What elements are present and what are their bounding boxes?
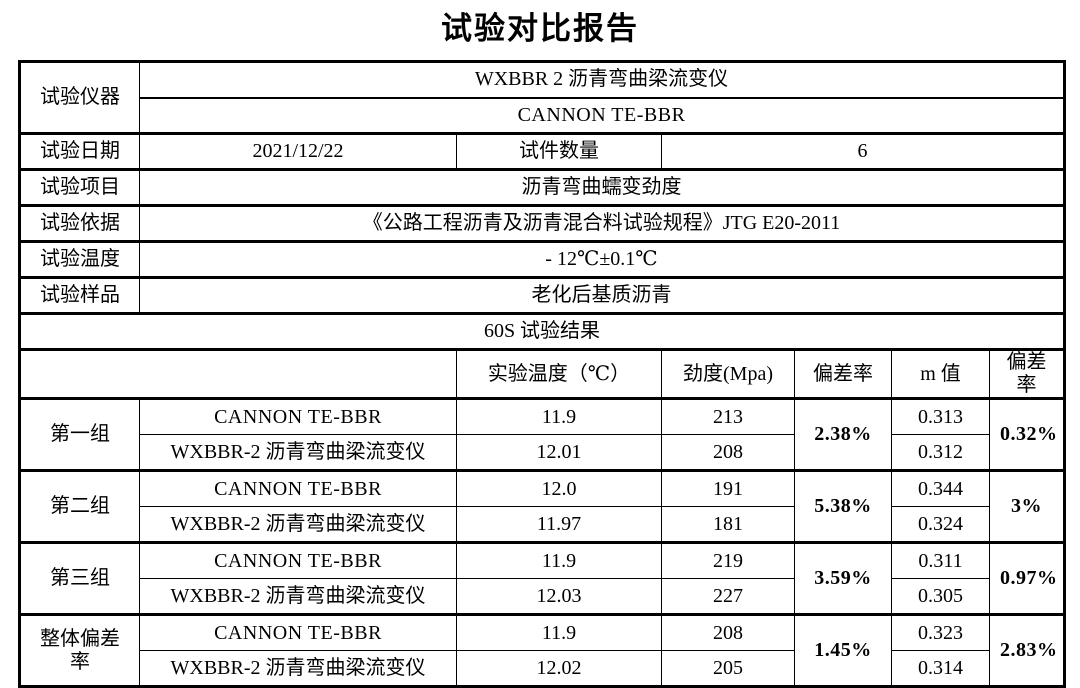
group3-row2: WXBBR-2 沥青弯曲梁流变仪 12.03 227 0.305 — [20, 578, 1065, 615]
group1-stiffness1-cell: 213 — [661, 397, 795, 435]
group2-row1: 第二组 CANNON TE-BBR 12.0 191 5.38% 0.344 3… — [19, 469, 1065, 543]
group2-stiffness2-cell: 181 — [661, 506, 795, 543]
row-section-title: 60S 试验结果 — [19, 312, 1065, 350]
results-section-title: 60S 试验结果 — [19, 312, 1065, 350]
temperature-label-cell: 试验温度 — [19, 240, 140, 278]
row-instrument-1: 试验仪器 WXBBR 2 沥青弯曲梁流变仪 — [19, 60, 1065, 134]
group2-instrument1-cell: CANNON TE-BBR — [139, 469, 457, 507]
group2-m-deviation-cell: 3% — [989, 469, 1065, 543]
group1-row2: WXBBR-2 沥青弯曲梁流变仪 12.01 208 0.312 — [20, 434, 1065, 471]
report-table: 试验仪器 WXBBR 2 沥青弯曲梁流变仪 CANNON TE-BBR 试验日期… — [18, 60, 1066, 688]
row-instrument-2: CANNON TE-BBR — [20, 96, 1065, 134]
group2-row2: WXBBR-2 沥青弯曲梁流变仪 11.97 181 0.324 — [20, 506, 1065, 543]
group1-name-cell: 第一组 — [19, 397, 140, 471]
group3-stiffness2-cell: 227 — [661, 578, 795, 615]
group3-m-deviation-cell: 0.97% — [989, 541, 1065, 615]
group2-m2-cell: 0.324 — [891, 506, 990, 543]
group3-m1-cell: 0.311 — [891, 541, 990, 579]
temperature-value-cell: - 12℃±0.1℃ — [139, 240, 1065, 278]
group1-row1: 第一组 CANNON TE-BBR 11.9 213 2.38% 0.313 0… — [19, 397, 1065, 471]
group2-temp1-cell: 12.0 — [456, 469, 662, 507]
group3-stiffness1-cell: 219 — [661, 541, 795, 579]
instrument-1-cell: WXBBR 2 沥青弯曲梁流变仪 — [139, 60, 1065, 98]
header-empty-cell — [19, 348, 457, 399]
row-sample: 试验样品 老化后基质沥青 — [19, 276, 1065, 314]
group2-temp2-cell: 11.97 — [456, 506, 662, 543]
instrument-label-cell: 试验仪器 — [19, 60, 140, 134]
group1-m-deviation-cell: 0.32% — [989, 397, 1065, 471]
header-stiffness-cell: 劲度(Mpa) — [661, 348, 795, 399]
row-results-header: 实验温度（℃） 劲度(Mpa) 偏差率 m 值 偏差率 — [19, 348, 1065, 399]
group3-instrument2-cell: WXBBR-2 沥青弯曲梁流变仪 — [139, 578, 457, 615]
group2-m1-cell: 0.344 — [891, 469, 990, 507]
group-overall-instrument1-cell: CANNON TE-BBR — [139, 613, 457, 651]
group1-stiffness-deviation-cell: 2.38% — [794, 397, 892, 471]
project-value-cell: 沥青弯曲蠕变劲度 — [139, 168, 1065, 206]
group2-name-cell: 第二组 — [19, 469, 140, 543]
group2-stiffness-deviation-cell: 5.38% — [794, 469, 892, 543]
group1-temp1-cell: 11.9 — [456, 397, 662, 435]
row-basis: 试验依据 《公路工程沥青及沥青混合料试验规程》JTG E20-2011 — [19, 204, 1065, 242]
group-overall-temp1-cell: 11.9 — [456, 613, 662, 651]
date-value-cell: 2021/12/22 — [139, 132, 457, 170]
group-overall-m1-cell: 0.323 — [891, 613, 990, 651]
group-overall-m2-cell: 0.314 — [891, 650, 990, 687]
group-overall-stiffness-deviation-cell: 1.45% — [794, 613, 892, 687]
group-overall-temp2-cell: 12.02 — [456, 650, 662, 687]
row-temperature: 试验温度 - 12℃±0.1℃ — [19, 240, 1065, 278]
group3-instrument1-cell: CANNON TE-BBR — [139, 541, 457, 579]
basis-value-cell: 《公路工程沥青及沥青混合料试验规程》JTG E20-2011 — [139, 204, 1065, 242]
group-overall-row2: WXBBR-2 沥青弯曲梁流变仪 12.02 205 0.314 — [20, 650, 1065, 687]
group2-stiffness1-cell: 191 — [661, 469, 795, 507]
header-temp-cell: 实验温度（℃） — [456, 348, 662, 399]
specimen-label-cell: 试件数量 — [456, 132, 662, 170]
date-label-cell: 试验日期 — [19, 132, 140, 170]
sample-value-cell: 老化后基质沥青 — [139, 276, 1065, 314]
group1-temp2-cell: 12.01 — [456, 434, 662, 471]
sample-label-cell: 试验样品 — [19, 276, 140, 314]
group3-m2-cell: 0.305 — [891, 578, 990, 615]
instrument-2-cell: CANNON TE-BBR — [139, 96, 1065, 134]
group1-instrument2-cell: WXBBR-2 沥青弯曲梁流变仪 — [139, 434, 457, 471]
header-deviation1-cell: 偏差率 — [794, 348, 892, 399]
specimen-count-cell: 6 — [661, 132, 1065, 170]
row-date: 试验日期 2021/12/22 试件数量 6 — [19, 132, 1065, 170]
group-overall-stiffness1-cell: 208 — [661, 613, 795, 651]
group1-m1-cell: 0.313 — [891, 397, 990, 435]
row-project: 试验项目 沥青弯曲蠕变劲度 — [19, 168, 1065, 206]
group-overall-name-cell: 整体偏差率 — [19, 613, 140, 687]
group1-stiffness2-cell: 208 — [661, 434, 795, 471]
group-overall-instrument2-cell: WXBBR-2 沥青弯曲梁流变仪 — [139, 650, 457, 687]
group3-temp2-cell: 12.03 — [456, 578, 662, 615]
header-m-cell: m 值 — [891, 348, 990, 399]
header-deviation2-cell: 偏差率 — [989, 348, 1065, 399]
group2-instrument2-cell: WXBBR-2 沥青弯曲梁流变仪 — [139, 506, 457, 543]
group3-temp1-cell: 11.9 — [456, 541, 662, 579]
group3-name-cell: 第三组 — [19, 541, 140, 615]
group1-m2-cell: 0.312 — [891, 434, 990, 471]
project-label-cell: 试验项目 — [19, 168, 140, 206]
group-overall-stiffness2-cell: 205 — [661, 650, 795, 687]
page-title: 试验对比报告 — [441, 11, 639, 46]
group-overall-row1: 整体偏差率 CANNON TE-BBR 11.9 208 1.45% 0.323… — [19, 613, 1065, 687]
group3-stiffness-deviation-cell: 3.59% — [794, 541, 892, 615]
group-overall-m-deviation-cell: 2.83% — [989, 613, 1065, 687]
group1-instrument1-cell: CANNON TE-BBR — [139, 397, 457, 435]
group3-row1: 第三组 CANNON TE-BBR 11.9 219 3.59% 0.311 0… — [19, 541, 1065, 615]
basis-label-cell: 试验依据 — [19, 204, 140, 242]
